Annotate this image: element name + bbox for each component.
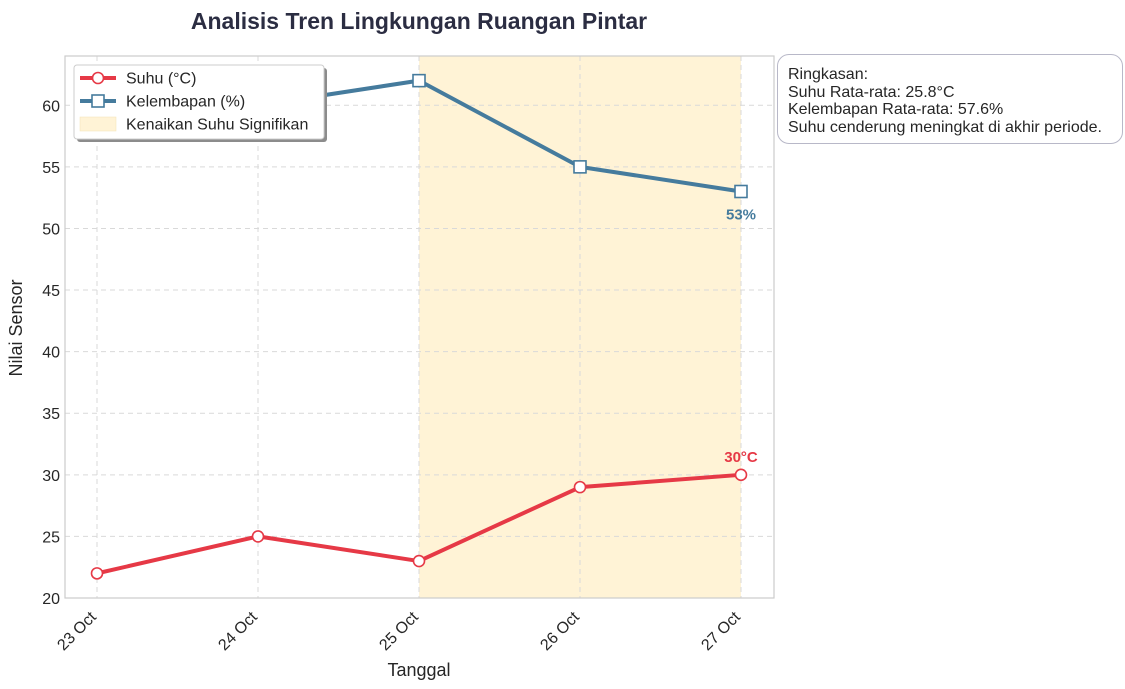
plot-area: 20 25 30 35 40 45 50 55 60 23 Oct 24 Oct 25 Oct 26 O… — [42, 55, 775, 654]
data-point-temperature — [573, 480, 587, 494]
x-axis-label: Tanggal — [387, 660, 450, 680]
data-point-temperature — [251, 530, 265, 543]
data-point-humidity — [573, 160, 587, 174]
summary-avg-humidity: Kelembapan Rata-rata: 57.6% — [788, 101, 1004, 118]
summary-avg-temperature: Suhu Rata-rata: 25.8°C — [788, 83, 955, 101]
y-tick-label: 25 — [42, 529, 60, 546]
summary-heading: Ringkasan: — [788, 66, 869, 83]
data-point-humidity — [412, 73, 426, 88]
x-tick-label: 24 Oct — [215, 608, 261, 654]
x-tick-label: 27 Oct — [698, 608, 744, 654]
legend-highlight-swatch — [79, 116, 117, 132]
summary-trend-note: Suhu cenderung meningkat di akhir period… — [788, 118, 1102, 136]
legend-label: Suhu (°C) — [126, 71, 196, 88]
plot-frame — [64, 55, 775, 599]
data-point-temperature — [734, 468, 748, 482]
legend: Suhu (°C) Kelembapan (%) Kenaikan Suhu Sig… — [73, 64, 327, 142]
y-tick-label: 35 — [42, 406, 60, 423]
x-tick-label: 25 Oct — [376, 608, 422, 654]
y-tick-label: 20 — [42, 591, 60, 608]
legend-label: Kenaikan Suhu Signifikan — [126, 117, 308, 134]
legend-marker — [91, 94, 105, 108]
y-axis-label: Nilai Sensor — [6, 279, 26, 376]
data-point-temperature — [90, 567, 104, 580]
y-tick-label: 40 — [42, 345, 60, 362]
y-tick-label: 50 — [42, 221, 60, 238]
y-tick-label: 60 — [42, 98, 60, 115]
legend-label: Kelembapan (%) — [126, 94, 245, 111]
y-tick-label: 45 — [42, 283, 60, 300]
y-tick-label: 30 — [42, 468, 60, 485]
summary-box: Ringkasan: Suhu Rata-rata: 25.8°C Kelemb… — [777, 54, 1123, 144]
data-point-humidity — [734, 184, 748, 199]
x-tick-label: 23 Oct — [54, 608, 100, 654]
data-point-temperature — [412, 554, 426, 568]
legend-frame — [73, 64, 325, 140]
x-tick-label: 26 Oct — [537, 608, 583, 654]
data-label: 30°C — [724, 449, 758, 466]
legend-marker — [91, 71, 105, 85]
chart-title: Analisis Tren Lingkungan Ruangan Pintar — [191, 8, 647, 34]
y-tick-label: 55 — [42, 160, 60, 177]
data-label: 53% — [726, 207, 756, 224]
